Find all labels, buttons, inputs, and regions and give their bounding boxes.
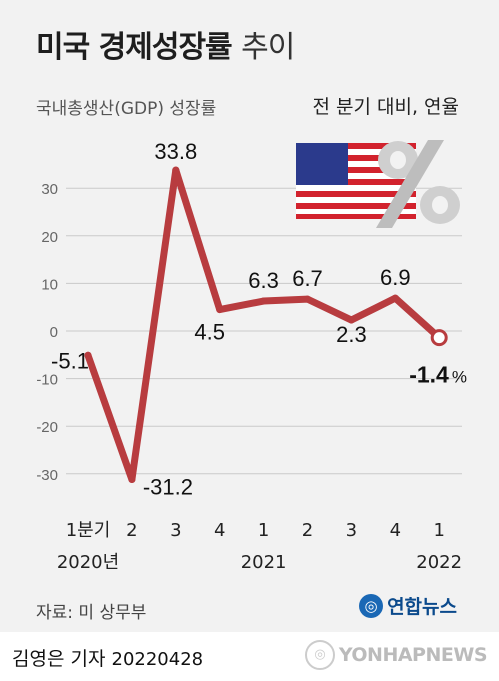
flag-percent-illustration [296,140,460,228]
y-tick-label: -20 [36,419,58,436]
watermark-logo-icon: ◎ [304,640,335,670]
data-point [216,306,224,314]
year-label: 2021 [241,552,287,573]
watermark-text: YONHAPNEWS [338,644,488,666]
data-point-latest [430,329,448,347]
yonhapnews-watermark: ◎ YONHAPNEWS [304,640,488,670]
x-tick-label: 2 [302,520,313,541]
data-point [260,297,268,305]
x-tick-labels: 1분기 2 3 4 1 2 3 4 1 [66,520,445,541]
data-label: 2.3 [336,322,367,347]
x-tick-label: 3 [346,520,357,541]
x-tick-label: 1분기 [66,520,111,541]
chart-title: 미국 경제성장률 추이 [36,22,295,66]
data-point [347,316,355,324]
data-label-latest: -1.4% [409,362,467,388]
percent-symbol-icon [376,140,460,228]
line-chart: 30 20 10 0 -10 -20 -30 1분기 2 3 4 1 2 3 4 1 [36,139,467,573]
year-labels: 2020년 2021 2022 [57,552,462,573]
data-label: -31.2 [143,475,193,500]
data-point [172,166,180,174]
data-point [391,294,399,302]
data-label: 33.8 [154,139,197,164]
data-label-unit: % [452,368,467,387]
us-flag-icon [296,143,416,219]
chart-subtitle: 국내총생산(GDP) 성장률 [36,99,217,119]
year-label: 2020년 [57,552,119,573]
y-tick-label: 20 [41,229,58,246]
y-tick-label: 10 [41,276,58,293]
data-point [304,295,311,303]
reporter-name: 김영은 기자 [12,648,106,670]
x-tick-label: 2 [126,520,137,541]
data-label: 4.5 [194,320,225,345]
x-tick-label: 1 [433,520,444,541]
unit-note: 전 분기 대비, 연율 [312,96,459,118]
y-tick-label: -10 [36,372,58,389]
footer-bar: 김영은 기자 20220428 ◎ YONHAPNEWS [0,632,499,681]
y-tick-label: 0 [50,324,58,341]
yonhap-logo-icon: ◎ [359,593,384,618]
data-point [128,476,136,484]
y-tick-label: -30 [36,467,58,484]
reporter-credit: 김영은 기자 20220428 [12,644,203,671]
data-label: 6.7 [292,266,323,291]
yonhap-logo: ◎ 연합뉴스 [359,592,457,619]
data-label: -5.1 [51,348,89,373]
source-note: 자료: 미 상무부 [36,603,147,623]
chart-title-light: 추이 [241,30,295,65]
x-tick-label: 4 [214,520,225,541]
x-tick-label: 1 [258,520,269,541]
data-label: 6.9 [380,265,411,290]
publish-date: 20220428 [111,649,204,670]
x-tick-label: 3 [170,520,181,541]
x-tick-label: 4 [390,520,401,541]
year-label: 2022 [416,552,462,573]
data-point [84,351,92,359]
data-labels: -5.1 -31.2 33.8 4.5 6.3 6.7 2.3 6.9 -1.4% [51,139,467,499]
data-points [84,166,448,484]
yonhap-logo-text: 연합뉴스 [387,596,457,618]
data-label: 6.3 [248,268,279,293]
y-tick-labels: 30 20 10 0 -10 -20 -30 [36,181,58,484]
chart-title-bold: 미국 경제성장률 [36,30,233,65]
y-tick-label: 30 [41,181,58,198]
grid-lines [66,187,462,475]
